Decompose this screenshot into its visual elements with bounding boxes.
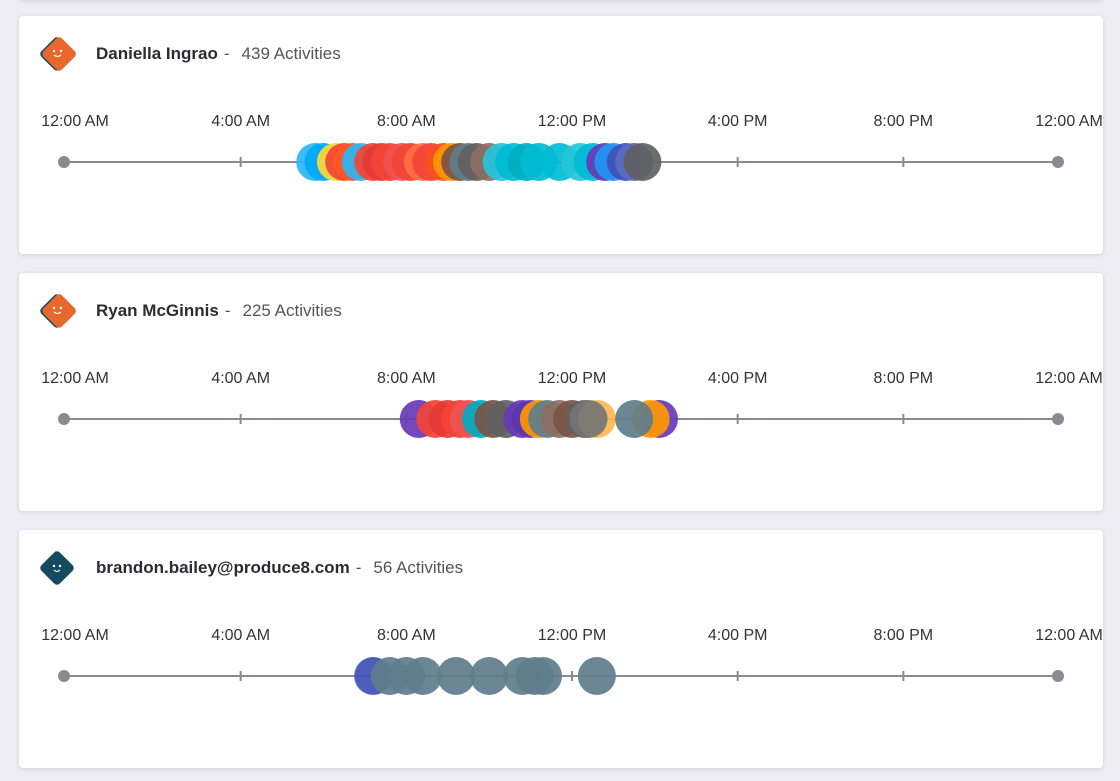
activity-dot[interactable] xyxy=(524,657,563,695)
activity-count: 439 Activities xyxy=(241,44,341,63)
activity-timeline: 12:00 AM 4:00 AM 8:00 AM 12:00 PM 4:00 PM 8:0… xyxy=(41,627,1103,695)
time-tick-label: 8:00 AM xyxy=(377,627,436,644)
time-tick-label: 12:00 AM xyxy=(41,113,109,130)
time-tick-label: 8:00 AM xyxy=(377,113,436,130)
user-avatar-icon xyxy=(40,294,76,328)
user-name[interactable]: brandon.bailey@produce8.com xyxy=(96,558,350,577)
time-tick-label: 12:00 PM xyxy=(538,627,606,644)
time-tick-label: 4:00 PM xyxy=(708,627,768,644)
separator: - xyxy=(223,44,230,63)
user-avatar-icon xyxy=(40,551,74,585)
user-activity-card: Ryan McGinnis - 225 Activities 12:00 AM 4… xyxy=(19,273,1103,511)
timeline-endpoint xyxy=(58,413,70,425)
activity-dot[interactable] xyxy=(437,657,476,695)
time-tick-label: 12:00 AM xyxy=(1035,627,1103,644)
activity-dot[interactable] xyxy=(470,657,509,695)
user-name[interactable]: Daniella Ingrao xyxy=(96,44,218,63)
card-header: Ryan McGinnis - 225 Activities xyxy=(37,291,342,331)
time-tick-label: 12:00 AM xyxy=(1035,370,1103,387)
timeline-endpoint xyxy=(58,156,70,168)
activity-dot[interactable] xyxy=(577,657,616,695)
time-tick-label: 4:00 PM xyxy=(708,370,768,387)
time-tick-label: 12:00 AM xyxy=(41,627,109,644)
card-header: brandon.bailey@produce8.com - 56 Activit… xyxy=(37,548,463,588)
time-tick-label: 12:00 PM xyxy=(538,370,606,387)
activity-dot[interactable] xyxy=(623,143,662,181)
separator: - xyxy=(355,558,362,577)
activity-dot[interactable] xyxy=(403,657,442,695)
time-tick-label: 4:00 PM xyxy=(708,113,768,130)
user-avatar-icon xyxy=(40,37,76,71)
time-tick-label: 4:00 AM xyxy=(211,370,270,387)
time-tick-label: 8:00 PM xyxy=(874,370,934,387)
user-activity-card: brandon.bailey@produce8.com - 56 Activit… xyxy=(19,530,1103,768)
activity-count: 56 Activities xyxy=(373,558,464,577)
user-name[interactable]: Ryan McGinnis xyxy=(96,301,219,320)
card-header: Daniella Ingrao - 439 Activities xyxy=(37,34,341,74)
time-tick-label: 4:00 AM xyxy=(211,113,270,130)
timeline-endpoint xyxy=(58,670,70,682)
activity-timeline: 12:00 AM 4:00 AM 8:00 AM 12:00 PM 4:00 PM 8:0… xyxy=(41,113,1103,181)
time-tick-label: 4:00 AM xyxy=(211,627,270,644)
activity-count: 225 Activities xyxy=(242,301,342,320)
separator: - xyxy=(224,301,231,320)
time-tick-label: 12:00 AM xyxy=(41,370,109,387)
time-tick-label: 8:00 PM xyxy=(874,627,934,644)
time-tick-label: 8:00 AM xyxy=(377,370,436,387)
activity-dot[interactable] xyxy=(615,400,654,438)
activity-timeline: 12:00 AM 4:00 AM 8:00 AM 12:00 PM 4:00 PM 8:0… xyxy=(41,370,1103,438)
user-activity-card: Daniella Ingrao - 439 Activities 12:00 A… xyxy=(19,16,1103,254)
timeline-endpoint xyxy=(1052,156,1064,168)
time-tick-label: 12:00 PM xyxy=(538,113,606,130)
timeline-endpoint xyxy=(1052,670,1064,682)
time-tick-label: 12:00 AM xyxy=(1035,113,1103,130)
activity-dot[interactable] xyxy=(569,400,608,438)
timeline-endpoint xyxy=(1052,413,1064,425)
time-tick-label: 8:00 PM xyxy=(874,113,934,130)
